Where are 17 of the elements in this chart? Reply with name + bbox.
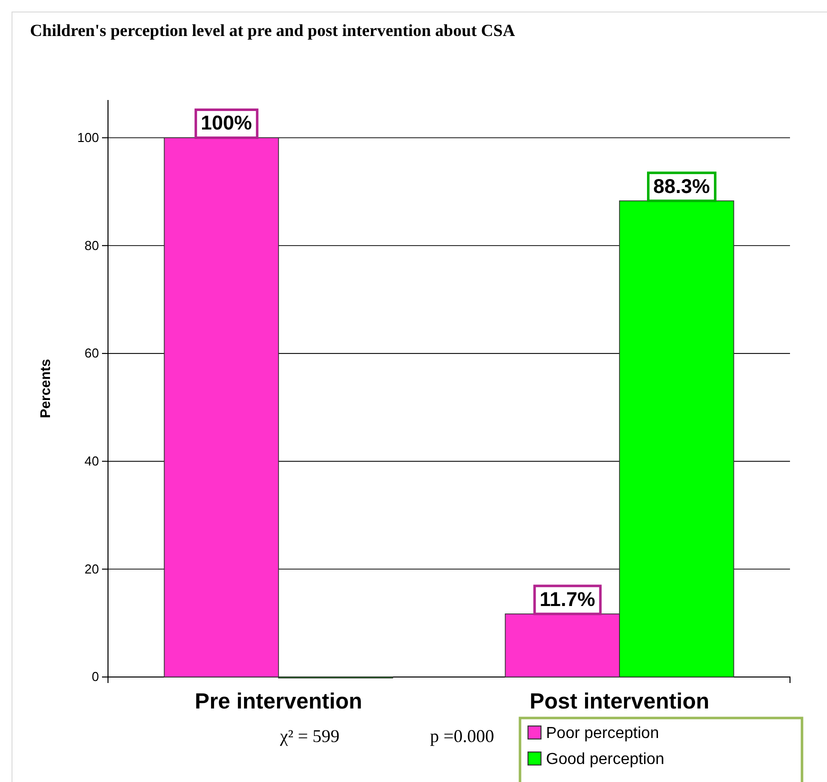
y-tick-label: 100 (77, 130, 99, 145)
text: χ² = 599 (279, 726, 340, 746)
x-tick-label: Post intervention (530, 688, 710, 714)
y-tick-label: 0 (92, 669, 99, 684)
y-tick-label: 60 (84, 346, 99, 361)
y-tick-label: 80 (84, 238, 99, 253)
text: p =0.000 (430, 726, 494, 746)
y-axis-title: Percents (37, 358, 53, 418)
chart-title: Children's perception level at pre and post intervention about CSA (30, 21, 516, 40)
y-tick-label: 40 (84, 453, 99, 468)
data-label: 100% (200, 112, 252, 135)
data-label: 11.7% (540, 588, 596, 611)
x-tick-label: Pre intervention (194, 688, 362, 714)
legend-label: Good perception (546, 751, 664, 768)
y-tick-label: 20 (84, 561, 99, 576)
legend-label: Poor perception (546, 725, 659, 742)
data-label: 88.3% (653, 176, 710, 198)
